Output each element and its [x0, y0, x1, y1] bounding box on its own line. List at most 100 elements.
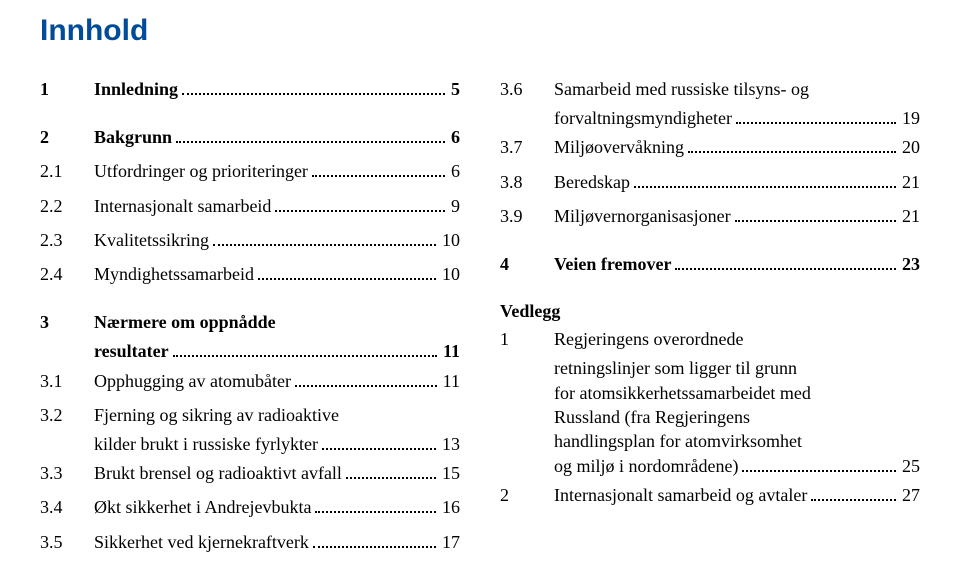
toc-entry-number: 2.1 — [40, 154, 94, 188]
toc-entry-label-wrap: Kvalitetssikring10 — [94, 223, 460, 257]
toc-entry-label-wrap: for atomsikkerhetssamarbeidet med — [554, 381, 920, 405]
toc-leader — [675, 253, 896, 270]
toc-row: 1Innledning5 — [40, 72, 460, 106]
toc-leader — [634, 170, 896, 187]
toc-entry-page: 16 — [440, 490, 460, 524]
toc-leader — [735, 205, 896, 222]
toc-entry-label: retningslinjer som ligger til grunn — [554, 356, 797, 380]
toc-entry-label: Miljøvernorganisasjoner — [554, 199, 731, 233]
toc-entry-label: Brukt brensel og radioaktivt avfall — [94, 456, 342, 490]
toc-entry-number: 3.8 — [500, 165, 554, 199]
toc-entry-page: 27 — [900, 478, 920, 512]
toc-entry-label: kilder brukt i russiske fyrlykter — [94, 432, 318, 456]
toc-entry-label-wrap: Russland (fra Regjeringens — [554, 405, 920, 429]
toc-leader — [182, 78, 445, 95]
toc-entry-page: 9 — [449, 189, 460, 223]
toc-spacer — [40, 106, 460, 120]
toc-left-column: 1Innledning52Bakgrunn62.1Utfordringer og… — [40, 72, 460, 559]
toc-row: 3.3Brukt brensel og radioaktivt avfall 15 — [40, 456, 460, 490]
toc-entry-label: Sikkerhet ved kjernekraftverk — [94, 525, 309, 559]
toc-entry-label-wrap: Innledning5 — [94, 72, 460, 106]
toc-entry-label: Nærmere om oppnådde — [94, 305, 276, 339]
toc-row: 3Nærmere om oppnådde — [40, 305, 460, 339]
toc-entry-label: Miljøovervåkning — [554, 130, 684, 164]
toc-entry-number: 3 — [40, 305, 94, 339]
toc-entry-label-wrap: retningslinjer som ligger til grunn — [554, 356, 920, 380]
toc-row: retningslinjer som ligger til grunn — [500, 356, 920, 380]
toc-entry-number: 3.6 — [500, 72, 554, 106]
toc-row: forvaltningsmyndigheter19 — [500, 106, 920, 130]
toc-entry-page: 19 — [900, 106, 920, 130]
toc-row: 3.6Samarbeid med russiske tilsyns- og — [500, 72, 920, 106]
toc-entry-label: Myndighetssamarbeid — [94, 257, 254, 291]
toc-entry-number: 3.4 — [40, 490, 94, 524]
toc-row: for atomsikkerhetssamarbeidet med — [500, 381, 920, 405]
toc-leader — [295, 369, 437, 386]
toc-entry-label-wrap: Opphugging av atomubåter11 — [94, 364, 460, 398]
toc-entry-number: 2.4 — [40, 257, 94, 291]
toc-entry-number: 2 — [500, 478, 554, 512]
toc-entry-page: 17 — [440, 525, 460, 559]
vedlegg-heading: Vedlegg — [500, 301, 920, 322]
toc-entry-number: 3.7 — [500, 130, 554, 164]
toc-leader — [322, 433, 436, 450]
toc-entry-label-wrap: Beredskap21 — [554, 165, 920, 199]
toc-entry-label: og miljø i nordområdene) — [554, 454, 738, 478]
toc-entry-label: Internasjonalt samarbeid — [94, 189, 271, 223]
toc-leader — [688, 136, 896, 153]
toc-columns: 1Innledning52Bakgrunn62.1Utfordringer og… — [40, 72, 920, 559]
toc-leader — [742, 454, 896, 471]
toc-entry-page: 15 — [440, 456, 460, 490]
toc-spacer — [500, 281, 920, 295]
toc-entry-number: 3.3 — [40, 456, 94, 490]
toc-spacer — [40, 291, 460, 305]
toc-leader — [811, 484, 896, 501]
toc-leader — [258, 263, 436, 280]
toc-entry-label-wrap: kilder brukt i russiske fyrlykter13 — [94, 432, 460, 456]
toc-row: 2.3Kvalitetssikring10 — [40, 223, 460, 257]
toc-entry-number: 2.2 — [40, 189, 94, 223]
toc-leader — [313, 530, 436, 547]
toc-entry-label-wrap: Økt sikkerhet i Andrejevbukta16 — [94, 490, 460, 524]
toc-leader — [315, 496, 436, 513]
toc-entry-label-wrap: forvaltningsmyndigheter19 — [554, 106, 920, 130]
toc-entry-label-wrap: Brukt brensel og radioaktivt avfall 15 — [94, 456, 460, 490]
toc-leader — [213, 228, 436, 245]
toc-row: 3.2Fjerning og sikring av radioaktive — [40, 398, 460, 432]
toc-entry-label-wrap: Samarbeid med russiske tilsyns- og — [554, 72, 920, 106]
toc-entry-number: 4 — [500, 247, 554, 281]
toc-entry-page: 21 — [900, 199, 920, 233]
toc-entry-label-wrap: Internasjonalt samarbeid 9 — [94, 189, 460, 223]
page-root: Innhold 1Innledning52Bakgrunn62.1Utfordr… — [0, 0, 960, 579]
toc-entry-label: handlingsplan for atomvirksomhet — [554, 429, 802, 453]
toc-row: 1Regjeringens overordnede — [500, 322, 920, 356]
toc-leader — [736, 107, 896, 124]
toc-row: handlingsplan for atomvirksomhet — [500, 429, 920, 453]
toc-entry-label-wrap: Miljøovervåkning20 — [554, 130, 920, 164]
toc-row: 3.1Opphugging av atomubåter11 — [40, 364, 460, 398]
toc-entry-page: 6 — [449, 154, 460, 188]
toc-entry-label: Opphugging av atomubåter — [94, 364, 291, 398]
toc-entry-number: 3.5 — [40, 525, 94, 559]
toc-row: 3.8Beredskap21 — [500, 165, 920, 199]
toc-entry-label: Innledning — [94, 72, 178, 106]
toc-entry-label-wrap: Myndighetssamarbeid10 — [94, 257, 460, 291]
toc-entry-number: 1 — [500, 322, 554, 356]
toc-leader — [176, 126, 445, 143]
toc-entry-number: 2.3 — [40, 223, 94, 257]
toc-entry-number: 2 — [40, 120, 94, 154]
toc-entry-page: 23 — [900, 247, 920, 281]
toc-right-column: 3.6Samarbeid med russiske tilsyns- ogfor… — [500, 72, 920, 559]
toc-row: 3.9Miljøvernorganisasjoner 21 — [500, 199, 920, 233]
toc-entry-number: 3.9 — [500, 199, 554, 233]
toc-entry-page: 6 — [449, 120, 460, 154]
toc-leader — [173, 340, 437, 357]
toc-entry-label-wrap: Regjeringens overordnede — [554, 322, 920, 356]
toc-entry-label: Fjerning og sikring av radioaktive — [94, 398, 339, 432]
toc-entry-label-wrap: og miljø i nordområdene)25 — [554, 454, 920, 478]
toc-entry-label: Bakgrunn — [94, 120, 172, 154]
toc-entry-label-wrap: Bakgrunn 6 — [94, 120, 460, 154]
toc-leader — [275, 194, 445, 211]
toc-row: kilder brukt i russiske fyrlykter13 — [40, 432, 460, 456]
toc-leader — [346, 462, 436, 479]
